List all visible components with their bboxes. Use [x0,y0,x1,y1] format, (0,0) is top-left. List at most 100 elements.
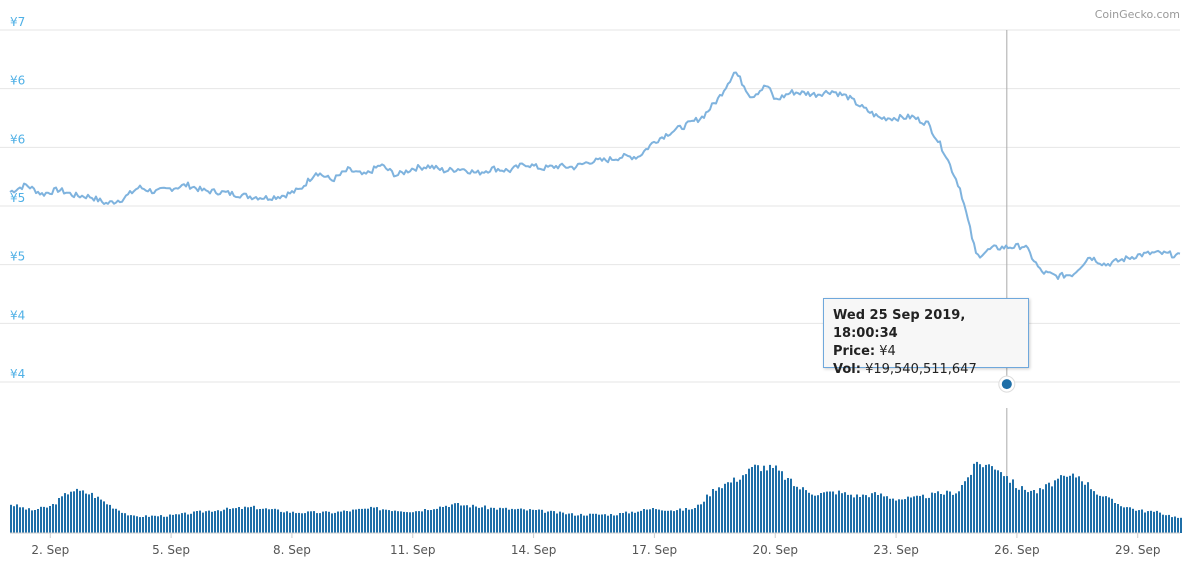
volume-bar [106,504,108,533]
volume-bar [925,498,927,533]
volume-bar [337,511,339,533]
volume-bar [886,496,888,533]
tooltip-volume-value: ¥19,540,511,647 [865,362,977,377]
volume-bar [946,490,948,533]
volume-bar [304,513,306,533]
volume-bar [817,495,819,533]
volume-bar [412,512,414,533]
volume-bar [883,496,885,533]
volume-bar [616,515,618,533]
volume-bar [454,503,456,533]
volume-bar [358,508,360,533]
volume-bar [937,491,939,533]
volume-bar [394,510,396,533]
volume-bar [598,514,600,533]
volume-bar [292,511,294,533]
volume-bar [970,474,972,533]
volume-bar [103,501,105,533]
volume-bar [850,494,852,533]
volume-bar [1069,475,1071,533]
volume-bar [733,477,735,533]
volume-bar [919,496,921,533]
volume-bar [187,514,189,533]
volume-bar [19,507,21,533]
volume-bar [352,509,354,533]
volume-bar [334,512,336,533]
volume-bar [418,511,420,533]
volume-bar [460,505,462,533]
volume-bar [163,516,165,533]
volume-bar [22,507,24,533]
volume-bar [556,513,558,533]
volume-bar [472,504,474,533]
volume-bar [724,483,726,533]
volume-bar [58,498,60,533]
volume-bar [751,467,753,533]
volume-bar [784,479,786,533]
volume-bar [655,509,657,533]
volume-bar [61,496,63,533]
volume-bar [820,493,822,533]
volume-bar [904,499,906,533]
volume-bar [685,508,687,533]
volume-bar [439,506,441,533]
volume-bar [1090,489,1092,533]
volume-bar [76,488,78,533]
volume-bar [241,509,243,533]
volume-bar [307,511,309,533]
volume-bar [1045,484,1047,533]
volume-bar [433,509,435,533]
volume-bar [445,505,447,533]
volume-bar [325,511,327,533]
coingecko-credit[interactable]: CoinGecko.com [1095,8,1180,21]
volume-bar [508,509,510,533]
price-tick-label: ¥4 [10,308,25,322]
volume-bar [43,506,45,533]
volume-bar [652,508,654,533]
volume-bar [268,509,270,533]
volume-bar [646,509,648,533]
volume-bar [814,495,816,533]
volume-bar [574,515,576,533]
volume-bar [115,508,117,533]
volume-bar [1129,507,1131,533]
volume-bar [463,505,465,533]
tooltip-volume-row: Vol: ¥19,540,511,647 [833,361,1019,379]
volume-bar [727,482,729,533]
volume-bar [1177,517,1179,533]
volume-bar [559,511,561,533]
volume-bar [859,497,861,533]
volume-bar [595,513,597,533]
volume-bar [682,510,684,533]
volume-bar [1144,512,1146,533]
volume-bar [202,512,204,533]
volume-bar [940,494,942,533]
volume-bar [121,512,123,533]
volume-bar [535,510,537,533]
volume-bar [841,493,843,533]
volume-bar [388,510,390,533]
volume-bar [988,464,990,533]
date-tick-label: 14. Sep [511,543,557,557]
volume-bar [763,465,765,533]
volume-bar [514,509,516,533]
volume-bar [16,504,18,533]
volume-bar [634,512,636,533]
volume-bar [649,509,651,533]
volume-bar [961,485,963,533]
volume-bar [73,491,75,533]
volume-bar [478,507,480,533]
volume-bar [520,508,522,533]
volume-bar [1105,496,1107,533]
marker-dot [1001,379,1012,390]
volume-bar [118,510,120,533]
volume-bar [1081,481,1083,533]
volume-bar [808,492,810,533]
volume-bar [853,497,855,533]
volume-bar [427,510,429,533]
volume-bar [895,500,897,533]
volume-bar [469,507,471,533]
volume-bar [409,512,411,533]
volume-bar [736,481,738,533]
volume-bar [1027,492,1029,533]
